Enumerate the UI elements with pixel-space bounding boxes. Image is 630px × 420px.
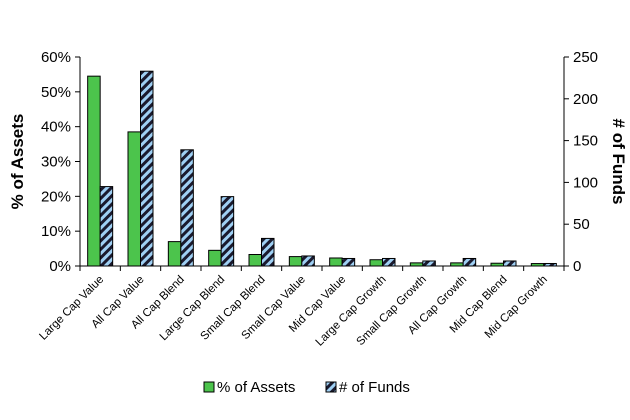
y-left-tick-label: 10% [41, 223, 71, 240]
y-left-tick-label: 30% [41, 154, 71, 171]
bar-pct-assets [288, 256, 303, 267]
bar-num-funds [99, 186, 114, 267]
x-category-label: Large Cap Growth [314, 274, 389, 349]
y-right-tick-label: 250 [573, 49, 598, 66]
y-right-tick-label: 100 [573, 174, 598, 191]
legend: % of Assets # of Funds [203, 379, 410, 396]
bar-num-funds [301, 255, 315, 267]
y-right-tick-label: 50 [573, 216, 590, 233]
bar-num-funds [261, 237, 275, 267]
y-right-tick-label: 200 [573, 91, 598, 108]
legend-swatch-num-funds [325, 381, 337, 393]
x-category-label: Small Cap Growth [354, 274, 428, 348]
legend-label-pct-assets: % of Assets [217, 379, 295, 396]
y-right-tick-label: 0 [573, 258, 581, 275]
bar-pct-assets [208, 249, 222, 267]
bar-pct-assets [127, 131, 141, 267]
y-left-tick-label: 20% [41, 188, 71, 205]
bar-num-funds [503, 260, 517, 267]
bar-num-funds [462, 257, 477, 267]
plot-area [87, 70, 557, 267]
y-right-axis-title: # of Funds [609, 119, 628, 205]
bar-num-funds [180, 149, 194, 267]
bar-pct-assets [167, 241, 182, 267]
y-right-tick-label: 150 [573, 133, 598, 150]
bar-num-funds [422, 260, 436, 267]
y-left-tick-label: 60% [41, 49, 71, 66]
y-left-axis-title: % of Assets [8, 114, 27, 210]
x-category-label: Large Cap Value [37, 274, 106, 343]
legend-label-num-funds: # of Funds [339, 379, 410, 396]
bar-num-funds [220, 196, 235, 267]
bar-num-funds [382, 257, 396, 267]
bar-pct-assets [87, 75, 101, 267]
bar-pct-assets [369, 259, 383, 267]
y-left-tick-label: 50% [41, 84, 71, 101]
bar-num-funds [341, 257, 356, 267]
bar-num-funds [140, 70, 154, 267]
legend-swatch-pct-assets [203, 381, 215, 393]
y-left-tick-label: 40% [41, 119, 71, 136]
y-left-tick-label: 0% [49, 258, 71, 275]
bar-pct-assets [329, 257, 343, 267]
bar-pct-assets [248, 254, 262, 267]
